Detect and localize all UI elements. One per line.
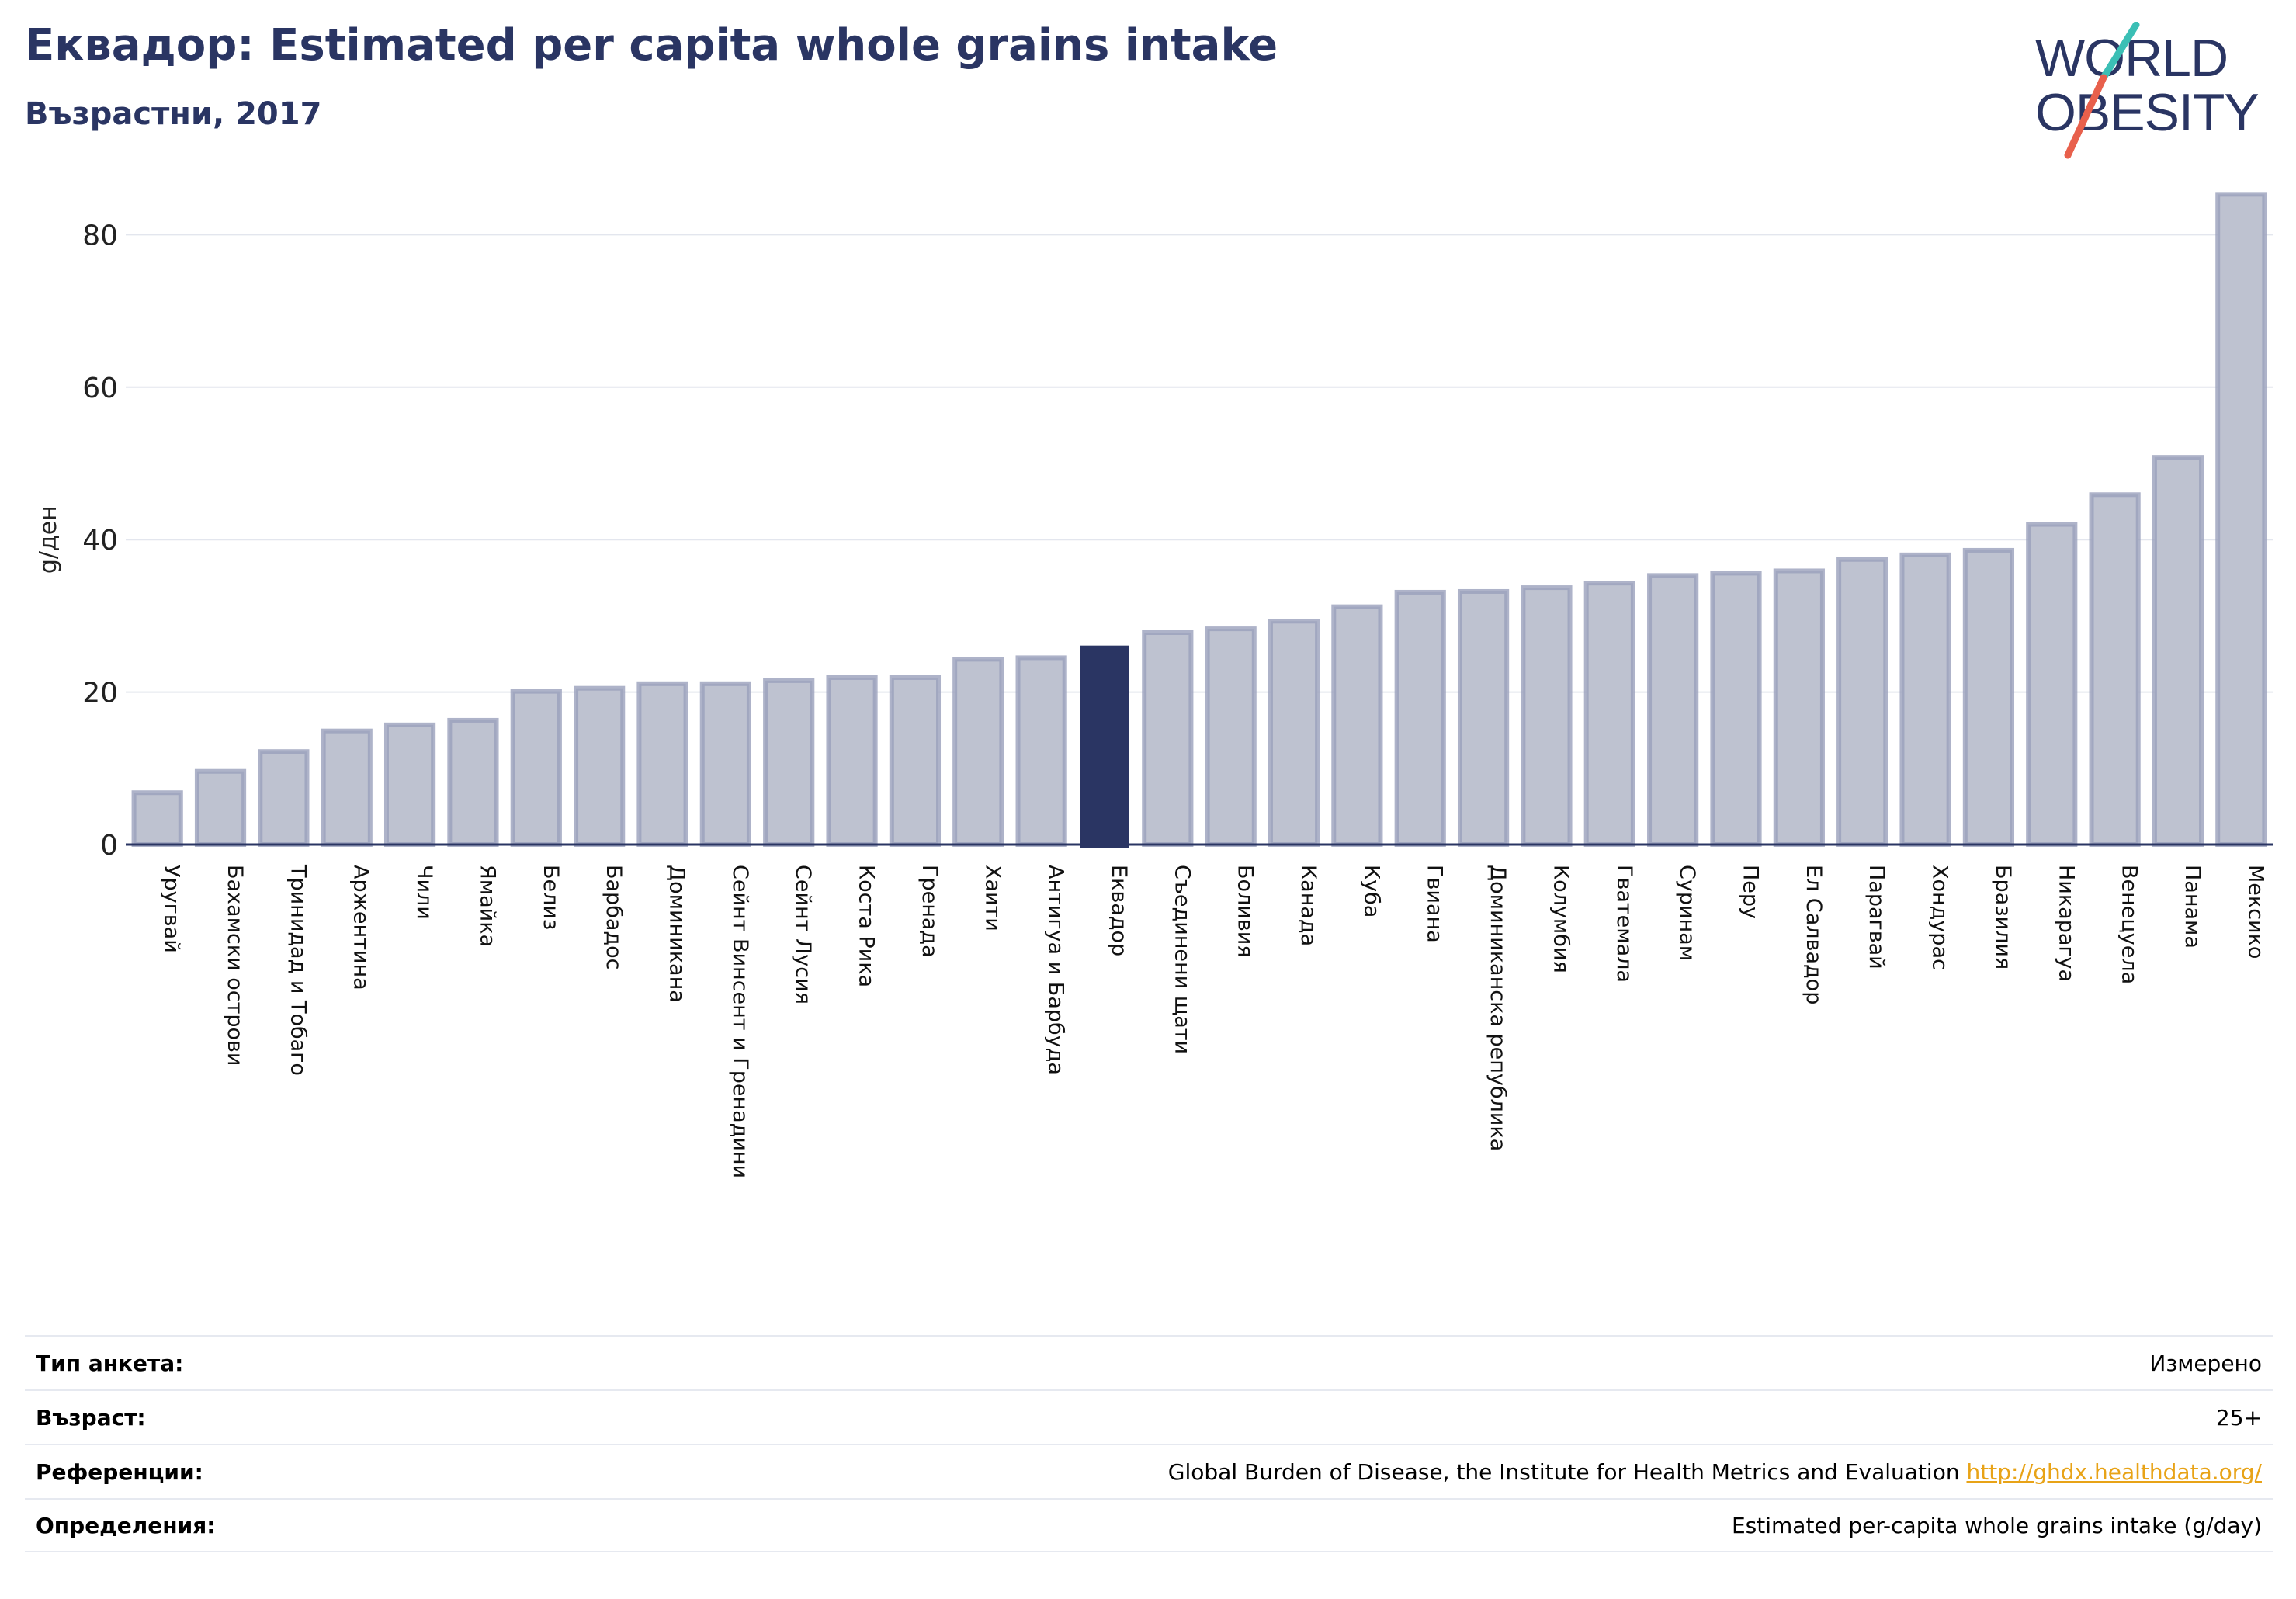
x-tick-label: Ямайка bbox=[475, 865, 499, 947]
x-tick-label: Белиз bbox=[539, 865, 563, 930]
x-tick-label: Доминикана bbox=[665, 865, 689, 1003]
info-label: Възраст: bbox=[36, 1404, 146, 1431]
bar bbox=[952, 657, 1004, 848]
bar bbox=[2026, 522, 2078, 847]
bar bbox=[447, 717, 499, 848]
x-tick-label: Гвиана bbox=[1423, 865, 1447, 943]
bar bbox=[321, 728, 373, 847]
y-tick-label: 60 bbox=[82, 373, 118, 404]
info-label: Определения: bbox=[36, 1512, 216, 1538]
info-table: Тип анкета: Измерено Възраст: 25+ Рефере… bbox=[25, 1335, 2273, 1552]
info-value: Estimated per-capita whole grains intake… bbox=[1731, 1512, 2262, 1538]
x-tick-label: Ел Салвадор bbox=[1802, 865, 1826, 1004]
x-tick-label: Никарагуа bbox=[2054, 865, 2078, 982]
info-value-references: Global Burden of Disease, the Institute … bbox=[1168, 1459, 2262, 1485]
bar bbox=[194, 768, 247, 848]
bar bbox=[258, 749, 310, 847]
info-row-references: Референции: Global Burden of Disease, th… bbox=[25, 1444, 2273, 1498]
y-tick-label: 20 bbox=[82, 678, 118, 709]
x-tick-label: Доминиканска република bbox=[1486, 865, 1510, 1151]
info-value: Измерено bbox=[2149, 1350, 2262, 1376]
x-tick-label: Сейнт Винсент и Гренадини bbox=[728, 865, 752, 1178]
x-tick-label: Хондурас bbox=[1928, 865, 1952, 970]
bar bbox=[1331, 604, 1383, 848]
bar-chart: 0 20 40 60 80 g/ден Уругвай Бахамски острови Три… bbox=[35, 192, 2273, 1178]
info-label: Референции: bbox=[36, 1459, 203, 1485]
bar bbox=[2089, 492, 2141, 848]
x-tick-label: Канада bbox=[1296, 865, 1320, 946]
x-tick-label: Боливия bbox=[1233, 865, 1257, 958]
bar bbox=[699, 681, 751, 847]
info-row-age: Възраст: 25+ bbox=[25, 1389, 2273, 1444]
bar bbox=[131, 790, 183, 847]
x-tick-label: Хаити bbox=[980, 865, 1004, 931]
bar bbox=[1268, 619, 1320, 847]
x-tick-label: Бразилия bbox=[1991, 865, 2015, 969]
bar bbox=[1836, 557, 1888, 847]
y-axis-label: g/ден bbox=[35, 505, 62, 574]
x-tick-label: Коста Рика bbox=[855, 865, 879, 987]
bar bbox=[636, 681, 688, 847]
bar bbox=[1773, 568, 1825, 847]
reference-text: Global Burden of Disease, the Institute … bbox=[1167, 1459, 1960, 1485]
x-tick-label: Тринидад и Тобаго bbox=[286, 864, 310, 1076]
bar bbox=[1394, 589, 1446, 847]
bar bbox=[1457, 588, 1510, 847]
x-tick-label: Уругвай bbox=[160, 865, 184, 953]
bar bbox=[1647, 573, 1699, 847]
bar bbox=[1205, 626, 1257, 847]
y-tick-label: 40 bbox=[82, 525, 118, 557]
bar-highlight bbox=[1080, 645, 1129, 848]
x-tick-label: Антигуа и Барбуда bbox=[1044, 865, 1068, 1075]
bar bbox=[1583, 581, 1635, 847]
bar bbox=[574, 685, 626, 847]
bar bbox=[2152, 455, 2204, 847]
x-tick-label: Колумбия bbox=[1549, 865, 1573, 973]
info-label: Тип анкета: bbox=[36, 1350, 184, 1376]
x-tick-label: Куба bbox=[1359, 865, 1383, 917]
x-tick-label: Сейнт Лусия bbox=[791, 865, 815, 1004]
info-value: 25+ bbox=[2215, 1404, 2262, 1431]
reference-link[interactable]: http://ghdx.healthdata.org/ bbox=[1966, 1459, 2262, 1485]
bar bbox=[383, 722, 436, 847]
bar bbox=[510, 689, 562, 847]
bar bbox=[1521, 585, 1573, 847]
x-tick-label: Венецуела bbox=[2117, 865, 2142, 984]
logo-line2: OBESITY bbox=[2035, 83, 2259, 142]
x-tick-label: Барбадос bbox=[602, 865, 626, 969]
logo-slash-red bbox=[2064, 74, 2107, 159]
logo-slash-teal bbox=[2100, 22, 2140, 82]
y-tick-label: 80 bbox=[82, 220, 118, 251]
info-row-definitions: Определения: Estimated per-capita whole … bbox=[25, 1498, 2273, 1552]
chart-title: Еквадор: Estimated per capita whole grai… bbox=[25, 20, 1278, 71]
x-tick-label: Чили bbox=[412, 865, 436, 920]
bar bbox=[1015, 655, 1067, 847]
x-tick-label: Съединени щати bbox=[1170, 865, 1194, 1054]
x-tick-label: Панама bbox=[2180, 865, 2204, 949]
bar bbox=[1142, 630, 1194, 848]
x-tick-label: Мексико bbox=[2243, 865, 2267, 959]
x-tick-label: Аржентина bbox=[349, 865, 373, 990]
world-obesity-logo: WORLD OBESITY bbox=[2035, 22, 2260, 159]
x-tick-label: Еквадор bbox=[1107, 865, 1131, 956]
x-tick-label: Парагвай bbox=[1864, 865, 1888, 969]
bar bbox=[1710, 571, 1762, 848]
bar bbox=[763, 678, 815, 847]
x-tick-label: Бахамски острови bbox=[223, 865, 247, 1066]
x-tick-label: Суринам bbox=[1675, 865, 1699, 961]
logo-line1: WORLD bbox=[2035, 29, 2228, 88]
bar bbox=[826, 675, 878, 848]
bar bbox=[889, 675, 942, 848]
x-tick-label: Гренада bbox=[917, 865, 942, 958]
bar bbox=[1899, 552, 1951, 848]
info-row-survey-type: Тип анкета: Измерено bbox=[25, 1335, 2273, 1389]
x-tick-label: Перу bbox=[1739, 865, 1763, 919]
y-tick-label: 0 bbox=[100, 830, 118, 862]
chart-subtitle: Възрастни, 2017 bbox=[25, 96, 322, 132]
bar bbox=[2215, 192, 2267, 847]
x-tick-label: Гватемала bbox=[1612, 865, 1636, 983]
bar bbox=[1962, 547, 2015, 847]
